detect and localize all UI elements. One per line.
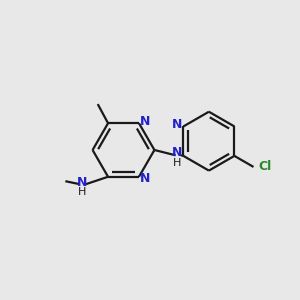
Text: N: N xyxy=(140,172,151,185)
Text: N: N xyxy=(77,176,88,190)
Text: N: N xyxy=(140,115,151,128)
Text: N: N xyxy=(172,118,183,130)
Text: H: H xyxy=(173,158,181,168)
Text: H: H xyxy=(78,188,87,197)
Text: Cl: Cl xyxy=(259,160,272,173)
Text: N: N xyxy=(172,146,182,159)
